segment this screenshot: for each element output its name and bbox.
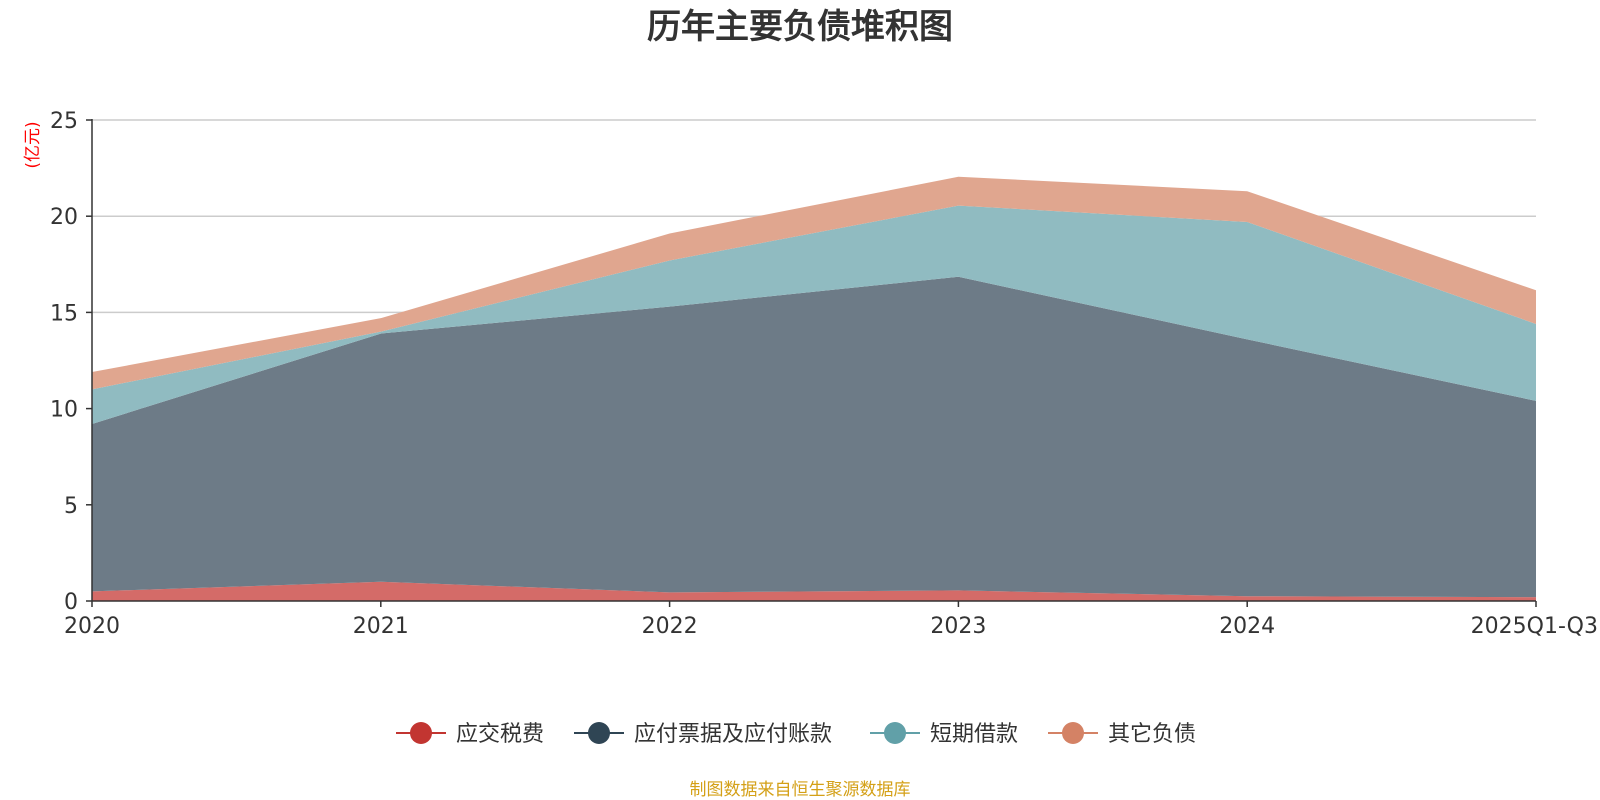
area-series-group [92,176,1536,601]
area-series-4 [92,176,1536,390]
legend-label-3: 短期借款 [930,722,1018,747]
x-tick-label-2: 2021 [353,614,409,639]
legend-marker-3 [884,722,906,744]
y-tick-label-10: 10 [50,398,78,423]
chart-title: 历年主要负债堆积图 [647,7,953,47]
legend-marker-2 [588,722,610,744]
y-tick-label-0: 0 [64,590,78,615]
legend-marker-4 [1062,722,1084,744]
area-series-2 [92,276,1536,598]
y-tick-label-5: 5 [64,494,78,519]
x-axis-ticks: 2020 2021 2022 2023 2024 2025Q1-Q3 [64,601,1598,639]
legend-label-4: 其它负债 [1108,722,1196,747]
y-tick-label-25: 25 [50,109,78,134]
axes [91,119,1536,602]
x-tick-label-1: 2020 [64,614,120,639]
legend-label-1: 应交税费 [456,722,544,747]
legend: 应交税费 应付票据及应付账款 短期借款 其它负债 [396,722,1196,747]
y-axis-unit-label: (亿元) [23,121,43,168]
x-tick-label-3: 2022 [642,614,698,639]
x-tick-label-5: 2024 [1219,614,1275,639]
legend-marker-1 [410,722,432,744]
area-series-3 [92,205,1536,424]
data-source-note: 制图数据来自恒生聚源数据库 [690,780,911,800]
y-axis-ticks: 0 5 10 15 20 25 [50,109,92,615]
legend-label-2: 应付票据及应付账款 [634,722,832,747]
x-tick-label-4: 2023 [930,614,986,639]
y-tick-label-15: 15 [50,301,78,326]
x-tick-label-6: 2025Q1-Q3 [1471,614,1598,639]
y-tick-label-20: 20 [50,205,78,230]
